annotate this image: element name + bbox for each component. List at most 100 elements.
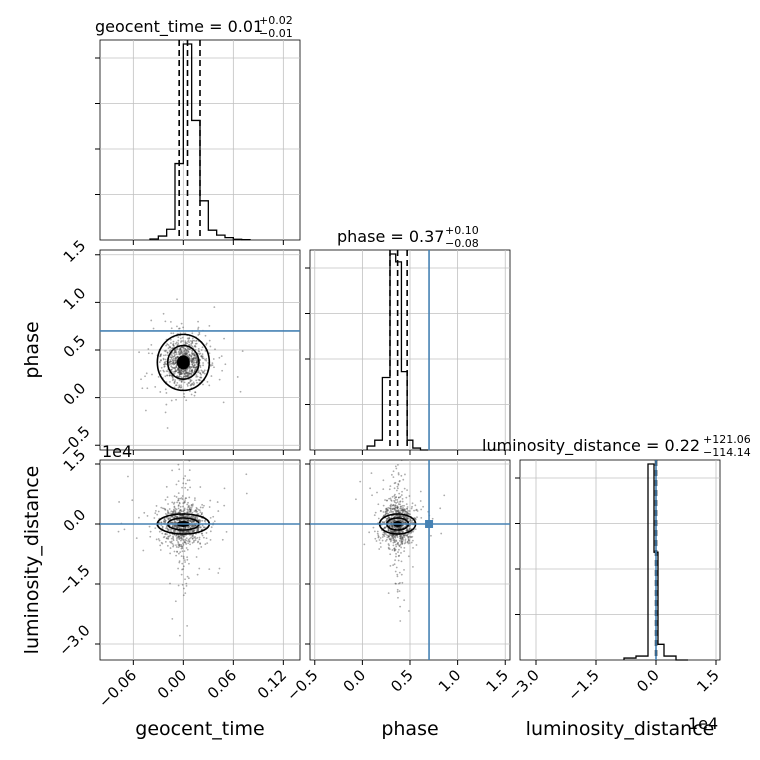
sample-point — [377, 535, 380, 538]
title-geocent-time-sup: +0.02 — [259, 14, 293, 27]
sample-point — [188, 562, 190, 565]
sample-point — [393, 495, 396, 497]
sample-point — [168, 508, 171, 510]
sample-point — [398, 519, 400, 522]
sample-point — [185, 353, 188, 356]
sample-point — [391, 525, 394, 527]
sample-point — [200, 526, 202, 529]
sample-point — [202, 362, 204, 364]
sample-point — [204, 519, 207, 522]
sample-point — [397, 472, 400, 474]
sample-point — [393, 549, 396, 552]
sample-point — [184, 475, 187, 477]
sample-point — [174, 529, 177, 532]
sample-point — [175, 554, 178, 557]
sample-point — [167, 344, 170, 346]
sample-point — [172, 535, 174, 538]
sample-point — [181, 498, 184, 501]
sample-point — [183, 373, 186, 375]
sample-point — [397, 503, 400, 505]
sample-point — [386, 534, 389, 537]
sample-point — [169, 534, 172, 537]
sample-point — [191, 341, 194, 343]
sample-point — [164, 508, 167, 511]
sample-point — [171, 617, 174, 620]
sample-point — [382, 504, 385, 507]
sample-point — [164, 320, 167, 323]
sample-point — [185, 539, 188, 542]
sample-point — [189, 340, 192, 342]
sample-point — [404, 510, 406, 513]
sample-point — [175, 366, 178, 369]
sample-point — [186, 489, 189, 491]
sample-point — [179, 373, 181, 376]
sample-point — [190, 357, 193, 360]
sample-point — [172, 510, 175, 513]
sample-point — [397, 473, 400, 476]
sample-point — [200, 376, 202, 379]
sample-point — [403, 546, 406, 549]
sample-point — [184, 375, 187, 377]
sample-point — [199, 359, 201, 361]
xlabel-luminosity-distance: luminosity_distance — [526, 718, 715, 740]
sample-point — [199, 511, 202, 513]
sample-point — [188, 540, 191, 543]
sample-point — [199, 376, 201, 379]
sample-point — [386, 536, 389, 539]
sample-point — [391, 519, 394, 522]
sample-point — [212, 358, 215, 360]
sample-point — [396, 487, 399, 490]
sample-point — [179, 348, 182, 351]
sample-point — [195, 556, 198, 558]
sample-point — [159, 359, 162, 362]
sample-point — [395, 509, 398, 512]
sample-point — [404, 510, 407, 513]
sample-point — [185, 349, 188, 352]
sample-point — [393, 507, 395, 510]
sample-point — [406, 535, 408, 537]
sample-point — [414, 517, 417, 520]
sample-point — [172, 361, 174, 363]
sample-point — [173, 367, 176, 370]
sample-point — [159, 355, 161, 358]
sample-point — [182, 376, 185, 378]
sample-point — [185, 350, 188, 353]
sample-point — [184, 501, 186, 503]
sample-point — [192, 530, 195, 533]
sample-point — [180, 369, 183, 372]
sample-point — [177, 536, 180, 539]
sample-point — [376, 530, 379, 533]
sample-point — [401, 537, 404, 540]
sample-point — [198, 353, 201, 356]
sample-point — [191, 524, 194, 527]
sample-point — [174, 348, 177, 351]
sample-point — [167, 511, 170, 514]
sample-point — [393, 482, 396, 485]
sample-point — [195, 506, 198, 509]
sample-point — [173, 550, 176, 553]
sample-point — [147, 348, 150, 350]
sample-point — [144, 409, 147, 412]
sample-point — [191, 511, 194, 514]
sample-point — [394, 543, 397, 546]
sample-point — [161, 525, 164, 528]
sample-point — [172, 344, 175, 347]
sample-point — [161, 507, 164, 510]
sample-point — [174, 357, 177, 360]
sample-point — [385, 520, 388, 522]
sample-point — [210, 526, 213, 529]
sample-point — [191, 369, 194, 372]
sample-point — [181, 336, 184, 339]
sample-point — [164, 361, 166, 363]
sample-point — [415, 508, 418, 511]
sample-point — [185, 547, 188, 549]
sample-point — [154, 509, 157, 512]
sample-point — [404, 541, 407, 544]
sample-point — [397, 555, 400, 557]
sample-point — [407, 535, 410, 538]
sample-point — [174, 510, 176, 512]
sample-point — [386, 517, 389, 520]
sample-point — [180, 386, 183, 388]
sample-point — [164, 540, 167, 543]
sample-point — [393, 539, 396, 542]
